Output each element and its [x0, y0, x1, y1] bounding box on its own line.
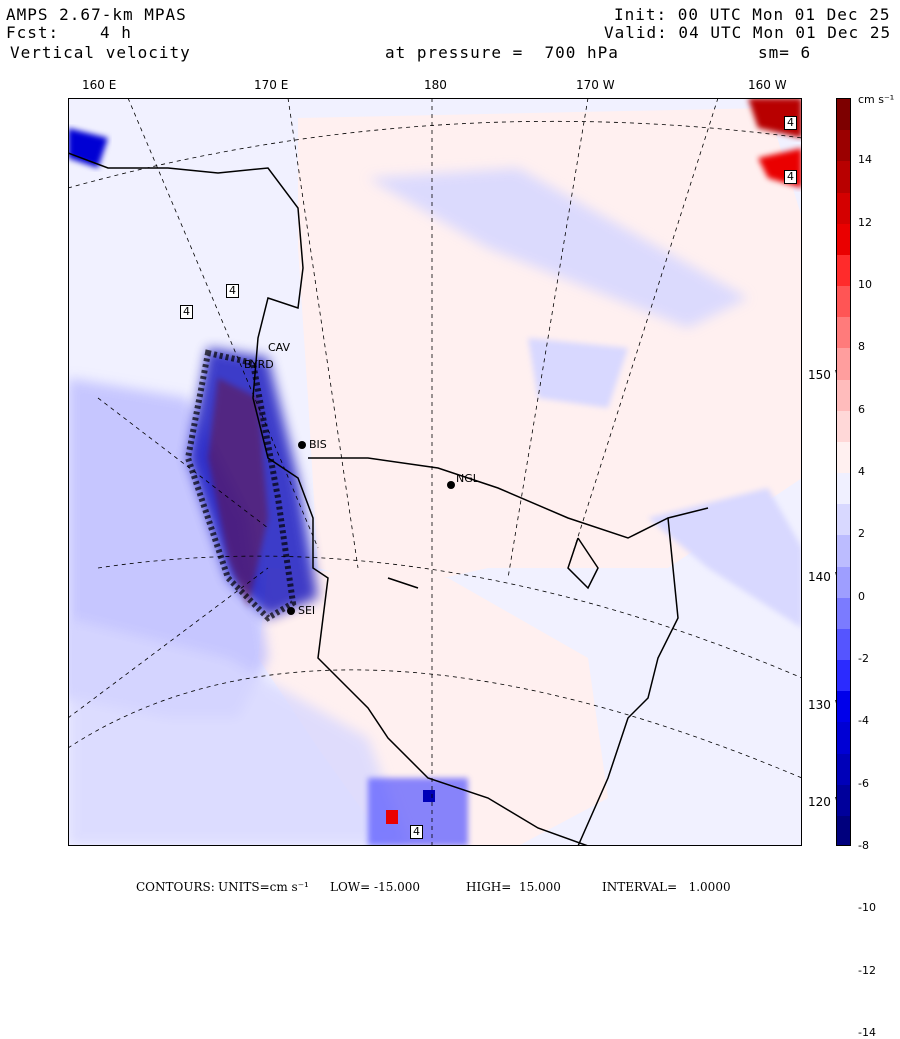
- colorbar-level: 14: [858, 153, 872, 167]
- station-label: BIS: [309, 438, 327, 451]
- lon-tick: 170 E: [254, 78, 289, 92]
- colorbar-swatch: [837, 223, 850, 256]
- model-title: AMPS 2.67-km MPAS: [6, 5, 187, 24]
- colorbar-swatch: [837, 410, 850, 443]
- colorbar-swatch: [837, 348, 850, 380]
- colorbar-swatch: [837, 379, 850, 412]
- colorbar-swatch: [837, 566, 850, 599]
- contour-cluster: [184, 349, 297, 622]
- colorbar-swatch: [837, 597, 850, 630]
- valid-time: Valid: 04 UTC Mon 01 Dec 25: [604, 23, 892, 42]
- colorbar-level: -10: [858, 901, 876, 915]
- colorbar-swatch: [837, 99, 850, 131]
- vertical-velocity-map: [68, 98, 802, 846]
- negative-region: [368, 778, 468, 846]
- station-label: BYRD: [244, 358, 274, 371]
- lon-tick: 170 W: [576, 78, 615, 92]
- strong-updraft-band: [208, 378, 268, 608]
- colorbar-level: 2: [858, 527, 865, 541]
- smoothing-value: sm= 6: [758, 43, 812, 62]
- negative-region: [423, 790, 435, 802]
- contour-label: 4: [180, 305, 193, 319]
- contour-label: 4: [226, 284, 239, 298]
- contour-units: UNITS=cm s⁻¹: [218, 880, 309, 894]
- lon-tick: 160 E: [82, 78, 117, 92]
- contours-label: CONTOURS:: [136, 880, 215, 894]
- colorbar-swatch: [837, 660, 850, 692]
- contour-low: LOW= -15.000: [330, 880, 421, 894]
- init-time: Init: 00 UTC Mon 01 Dec 25: [614, 5, 891, 24]
- station-marker: [298, 441, 306, 449]
- colorbar-level: 4: [858, 465, 865, 478]
- colorbar-swatch: [837, 441, 850, 474]
- station-label: CAV: [268, 341, 291, 354]
- colorbar-swatch: [837, 317, 850, 349]
- forecast-label: Fcst:: [6, 23, 60, 42]
- negative-region: [68, 128, 108, 168]
- graticule: [68, 98, 802, 846]
- colorbar-level: -6: [858, 776, 869, 790]
- station-marker: [447, 481, 455, 489]
- colorbar-swatch: [837, 784, 850, 817]
- station-marker: [287, 607, 295, 615]
- colorbar-level: 8: [858, 340, 865, 354]
- colorbar-level: 12: [858, 215, 872, 229]
- positive-region: [386, 810, 398, 824]
- contour-label: 4: [784, 170, 797, 184]
- colorbar: [836, 98, 851, 846]
- station-label: NGL: [456, 472, 479, 485]
- contour-interval: INTERVAL= 1.0000: [602, 880, 731, 894]
- colorbar-swatch: [837, 691, 850, 723]
- colorbar-swatch: [837, 722, 850, 754]
- colorbar-swatch: [837, 815, 850, 845]
- colorbar-level: -2: [858, 652, 869, 665]
- colorbar-swatch: [837, 753, 850, 786]
- colorbar-level: -12: [858, 963, 876, 977]
- forecast-hour: 4 h: [100, 23, 132, 42]
- map-frame: [68, 98, 802, 846]
- lon-tick: 160 W: [748, 78, 787, 92]
- station-label: SEI: [298, 604, 316, 617]
- pressure-level: at pressure = 700 hPa: [385, 43, 619, 62]
- colorbar-level: 0: [858, 589, 865, 603]
- negative-region: [528, 338, 628, 408]
- contour-high: HIGH= 15.000: [466, 880, 561, 894]
- lon-tick: 180: [424, 78, 447, 92]
- colorbar-level: 6: [858, 402, 865, 416]
- colorbar-swatch: [837, 161, 850, 193]
- coastline: [68, 152, 709, 846]
- negative-region: [368, 168, 748, 328]
- colorbar-swatch: [837, 473, 850, 505]
- colorbar-units: cm s⁻¹: [858, 93, 895, 106]
- colorbar-swatch: [837, 535, 850, 567]
- field-name: Vertical velocity: [10, 43, 191, 62]
- negative-region: [648, 488, 802, 628]
- contour-label: 4: [410, 825, 423, 839]
- negative-region: [68, 618, 408, 846]
- contour-label: 4: [784, 116, 797, 130]
- colorbar-swatch: [837, 286, 850, 318]
- colorbar-swatch: [837, 192, 850, 225]
- colorbar-swatch: [837, 130, 850, 162]
- colorbar-level: 10: [858, 278, 872, 291]
- colorbar-swatch: [837, 504, 850, 536]
- colorbar-swatch: [837, 254, 850, 287]
- colorbar-level: -4: [858, 714, 869, 728]
- colorbar-level: -8: [858, 839, 869, 852]
- colorbar-level: -14: [858, 1026, 876, 1039]
- colorbar-swatch: [837, 628, 850, 661]
